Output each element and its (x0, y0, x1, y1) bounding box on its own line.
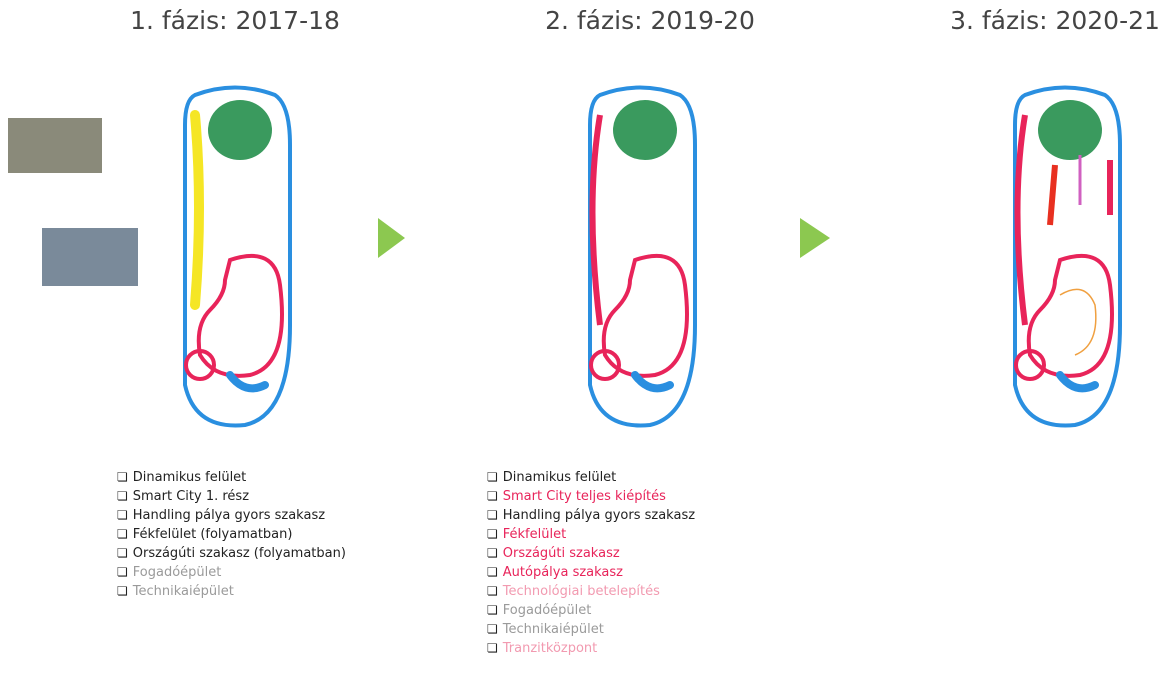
checklist-item: Technikaiépület (487, 620, 695, 639)
checklist-item: Technikaiépület (117, 582, 346, 601)
slide: 1. fázis: 2017-18Dinamikus felületSmart … (0, 0, 1168, 691)
checklist-item: Fékfelület (487, 525, 695, 544)
checklist-item: Autópálya szakasz (487, 563, 695, 582)
track-phase-2 (590, 88, 695, 426)
photo (8, 118, 102, 173)
arrow (800, 218, 830, 258)
track-phase-1 (185, 88, 290, 426)
arrow (378, 218, 405, 258)
checklist-item: Smart City teljes kiépítés (487, 487, 695, 506)
checklist-item: Dinamikus felület (487, 468, 695, 487)
checklist-item: Tranzitközpont (487, 639, 695, 658)
checklist-item: Fékfelület (folyamatban) (117, 525, 346, 544)
checklist-item: Handling pálya gyors szakasz (487, 506, 695, 525)
checklist: Dinamikus felületSmart City teljes kiépí… (487, 468, 695, 658)
checklist-item: Handling pálya gyors szakasz (117, 506, 346, 525)
checklist-item: Smart City 1. rész (117, 487, 346, 506)
checklist: Dinamikus felületSmart City 1. részHandl… (117, 468, 346, 601)
phase-title: 3. fázis: 2020-21 (885, 6, 1168, 35)
checklist-item: Fogadóépület (117, 563, 346, 582)
phase-title: 2. fázis: 2019-20 (480, 6, 820, 35)
track-phase-3 (1015, 88, 1120, 426)
checklist-item: Országúti szakasz (487, 544, 695, 563)
photo (42, 228, 138, 286)
phase-title: 1. fázis: 2017-18 (65, 6, 405, 35)
checklist-item: Országúti szakasz (folyamatban) (117, 544, 346, 563)
checklist-item: Fogadóépület (487, 601, 695, 620)
checklist-item: Dinamikus felület (117, 468, 346, 487)
checklist-item: Technológiai betelepítés (487, 582, 695, 601)
